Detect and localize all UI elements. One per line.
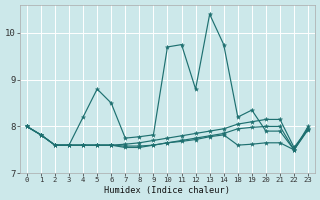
X-axis label: Humidex (Indice chaleur): Humidex (Indice chaleur) [104, 186, 230, 195]
